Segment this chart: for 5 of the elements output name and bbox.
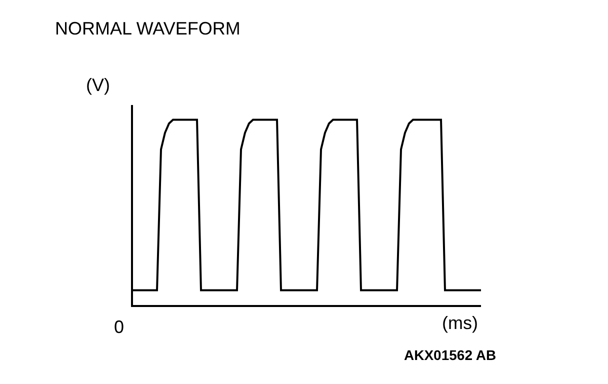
text: 0 xyxy=(114,317,124,337)
chart-title: NORMAL WAVEFORM xyxy=(55,18,240,39)
text: AKX01562 AB xyxy=(404,347,496,363)
x-axis-title: (ms) xyxy=(442,313,478,333)
y-axis-title: (V) xyxy=(86,75,110,95)
